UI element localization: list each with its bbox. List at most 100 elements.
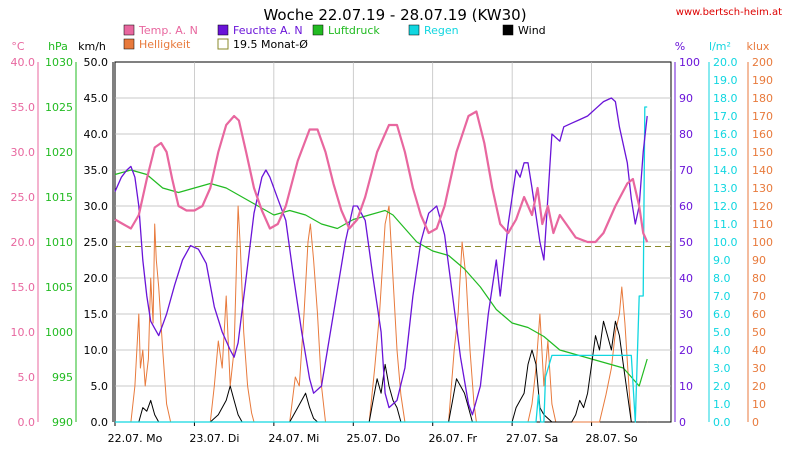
light-tick-label: 40: [752, 344, 766, 357]
wind-tick-label: 20.0: [84, 272, 109, 285]
humidity-tick-label: 0: [679, 416, 686, 429]
temp-tick-label: 35.0: [11, 101, 36, 114]
humidity-tick-label: 70: [679, 164, 693, 177]
series-line-feuchte-a-n: [114, 97, 648, 416]
x-tick-label: 22.07. Mo: [108, 432, 163, 445]
series-line-regen: [115, 106, 648, 423]
wind-tick-label: 10.0: [84, 344, 109, 357]
light-tick-label: 140: [752, 164, 773, 177]
rain-tick-label: 11.0: [713, 218, 738, 231]
legend: Temp. A. N Feuchte A. N Luftdruck Regen Wind…: [123, 24, 546, 51]
website-link[interactable]: www.bertsch-heim.at: [675, 7, 782, 18]
light-tick-label: 120: [752, 200, 773, 213]
rain-tick-label: 12.0: [713, 200, 738, 213]
humidity-tick-label: 60: [679, 200, 693, 213]
light-tick-label: 200: [752, 56, 773, 69]
pressure-tick-label: 1015: [45, 191, 73, 204]
rain-tick-label: 6.0: [713, 308, 731, 321]
temp-tick-label: 40.0: [11, 56, 36, 69]
legend-swatch: [123, 38, 135, 50]
rain-tick-label: 4.0: [713, 344, 731, 357]
light-tick-label: 80: [752, 272, 766, 285]
legend-label: 19.5 Monat-Ø: [233, 38, 308, 51]
light-tick-label: 90: [752, 254, 766, 267]
x-tick-label: 25.07. Do: [346, 432, 400, 445]
rain-tick-label: 19.0: [713, 74, 738, 87]
series-line-helligkeit: [115, 205, 648, 423]
humidity-tick-label: 50: [679, 236, 693, 249]
rain-tick-label: 16.0: [713, 128, 738, 141]
temp-tick-label: 10.0: [11, 326, 36, 339]
temp-tick-label: 5.0: [18, 371, 36, 384]
legend-swatch: [123, 24, 135, 36]
humidity-tick-label: 80: [679, 128, 693, 141]
rain-tick-label: 15.0: [713, 146, 738, 159]
wind-tick-label: 45.0: [84, 92, 109, 105]
x-tick-label: 28.07. So: [585, 432, 637, 445]
rain-tick-label: 10.0: [713, 236, 738, 249]
legend-swatch: [312, 24, 324, 36]
temp-tick-label: 25.0: [11, 191, 36, 204]
pressure-tick-label: 1000: [45, 326, 73, 339]
wind-tick-label: 30.0: [84, 200, 109, 213]
rain-tick-label: 17.0: [713, 110, 738, 123]
temp-tick-label: 20.0: [11, 236, 36, 249]
humidity-unit-label: %: [675, 40, 685, 53]
light-tick-label: 60: [752, 308, 766, 321]
legend-swatch: [217, 24, 229, 36]
light-tick-label: 10: [752, 398, 766, 411]
light-tick-label: 170: [752, 110, 773, 123]
rain-unit-label: l/m²: [709, 40, 731, 53]
wind-tick-label: 25.0: [84, 236, 109, 249]
rain-tick-label: 2.0: [713, 380, 731, 393]
pressure-tick-label: 1030: [45, 56, 73, 69]
x-tick-label: 24.07. Mi: [268, 432, 319, 445]
legend-label: Feuchte A. N: [233, 24, 303, 37]
humidity-tick-label: 90: [679, 92, 693, 105]
light-tick-label: 20: [752, 380, 766, 393]
humidity-tick-label: 10: [679, 380, 693, 393]
light-tick-label: 0: [752, 416, 759, 429]
x-tick-label: 27.07. Sa: [506, 432, 558, 445]
legend-swatch: [502, 24, 514, 36]
rain-tick-label: 18.0: [713, 92, 738, 105]
wind-tick-label: 35.0: [84, 164, 109, 177]
temp-tick-label: 0.0: [18, 416, 36, 429]
pressure-tick-label: 1005: [45, 281, 73, 294]
light-unit-label: klux: [747, 40, 770, 53]
rain-tick-label: 20.0: [713, 56, 738, 69]
series-line-temp-a-n: [114, 110, 649, 244]
rain-tick-label: 1.0: [713, 398, 731, 411]
light-tick-label: 110: [752, 218, 773, 231]
temp-tick-label: 30.0: [11, 146, 36, 159]
temp-tick-label: 15.0: [11, 281, 36, 294]
wind-tick-label: 0.0: [91, 416, 109, 429]
humidity-tick-label: 100: [679, 56, 700, 69]
temp-unit-label: °C: [11, 40, 25, 53]
legend-swatch: [217, 38, 229, 50]
pressure-tick-label: 990: [52, 416, 73, 429]
wind-tick-label: 50.0: [84, 56, 109, 69]
rain-tick-label: 9.0: [713, 254, 731, 267]
pressure-tick-label: 995: [52, 371, 73, 384]
light-tick-label: 100: [752, 236, 773, 249]
rain-tick-label: 5.0: [713, 326, 731, 339]
grid: [114, 61, 672, 423]
light-tick-label: 70: [752, 290, 766, 303]
pressure-tick-label: 1020: [45, 146, 73, 159]
pressure-tick-label: 1010: [45, 236, 73, 249]
rain-tick-label: 0.0: [713, 416, 731, 429]
series-group: [114, 97, 671, 423]
legend-label: Regen: [424, 24, 459, 37]
rain-tick-label: 13.0: [713, 182, 738, 195]
axes: 0.0 5.0 10.0 15.0 20.0 25.0 30.0 35.0 40.0 990 995…: [11, 40, 774, 445]
wind-tick-label: 5.0: [91, 380, 109, 393]
legend-swatch: [408, 24, 420, 36]
light-tick-label: 190: [752, 74, 773, 87]
light-tick-label: 30: [752, 362, 766, 375]
x-tick-label: 26.07. Fr: [428, 432, 477, 445]
light-tick-label: 180: [752, 92, 773, 105]
wind-unit-label: km/h: [78, 40, 106, 53]
